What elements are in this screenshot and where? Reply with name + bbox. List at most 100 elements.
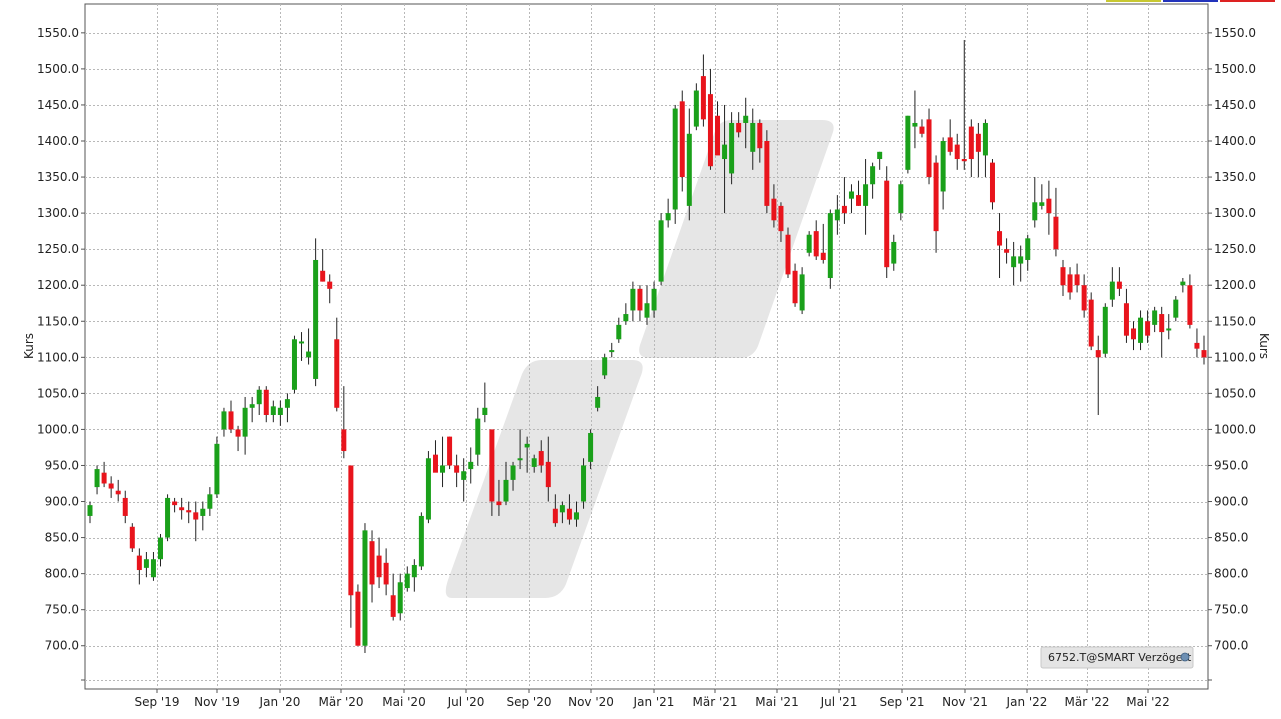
candle-body: [186, 510, 192, 513]
candle-body: [1060, 267, 1066, 286]
candle-body: [609, 350, 615, 353]
candle-body: [1011, 256, 1017, 268]
x-axis: Sep '19 Nov '19 Jan '20 Mär '20 Mai '20 Jul '…: [135, 689, 1170, 709]
candle-body: [1039, 202, 1045, 206]
y-tick-label: 1200.0: [1214, 278, 1256, 292]
candle-body: [524, 443, 530, 448]
y-axis-left: 700.0 750.0 800.0 850.0 900.0 950.0 1000.0 1050…: [37, 26, 85, 681]
candle-body: [165, 497, 171, 538]
candle-body: [1187, 285, 1193, 325]
y-tick-label: 1000.0: [1214, 422, 1256, 436]
candle-body: [510, 465, 516, 480]
candle-body: [454, 465, 460, 473]
y-tick-label: 1100.0: [37, 350, 79, 364]
candle-body: [827, 213, 833, 278]
candle-body: [327, 281, 333, 289]
y-axis-title-right: Kurs: [1257, 333, 1271, 359]
y-tick-label: 1350.0: [1214, 170, 1256, 184]
candle-body: [362, 530, 368, 646]
candle-body: [729, 122, 735, 174]
y-tick-label: 1400.0: [1214, 134, 1256, 148]
y-tick-label: 1250.0: [1214, 242, 1256, 256]
x-tick-label: Sep '19: [135, 695, 180, 709]
candle-body: [926, 119, 932, 178]
candle-body: [108, 483, 114, 489]
candle-body: [284, 399, 290, 408]
candle-body: [150, 559, 156, 578]
candle-body: [418, 515, 424, 567]
candle-body: [341, 429, 347, 452]
y-tick-label: 1500.0: [37, 62, 79, 76]
candle-body: [228, 411, 234, 430]
y-tick-label: 700.0: [45, 639, 79, 653]
candle-body: [270, 406, 276, 415]
candle-body: [566, 508, 572, 520]
candle-body: [785, 234, 791, 275]
x-tick-label: Mai '21: [755, 695, 798, 709]
candle-body: [1173, 299, 1179, 318]
y-tick-label: 950.0: [45, 458, 79, 472]
candle-body: [982, 122, 988, 156]
candle-body: [806, 234, 812, 253]
candle-body: [1046, 198, 1052, 214]
candle-body: [263, 389, 269, 415]
x-tick-label: Nov '21: [942, 695, 988, 709]
candle-body: [299, 341, 305, 344]
candle-body: [411, 564, 417, 578]
candle-body: [179, 507, 185, 511]
candle-body: [1123, 303, 1129, 336]
y-tick-label: 1300.0: [37, 206, 79, 220]
candle-body: [1004, 249, 1010, 253]
candle-body: [461, 471, 467, 480]
candle-body: [1095, 350, 1101, 358]
candle-body: [320, 270, 326, 282]
candle-body: [1088, 299, 1094, 347]
candle-body: [482, 407, 488, 415]
candle-body: [856, 195, 862, 206]
candle-body: [200, 508, 206, 516]
candle-body: [559, 505, 565, 513]
candle-body: [242, 407, 248, 437]
y-tick-label: 850.0: [1214, 531, 1248, 545]
candle-body: [538, 451, 544, 466]
candle-body: [221, 411, 227, 430]
candle-body: [750, 122, 756, 152]
y-tick-label: 750.0: [1214, 603, 1248, 617]
candle-body: [700, 76, 706, 120]
candle-body: [1152, 310, 1158, 325]
candle-body: [143, 559, 149, 568]
candle-body: [207, 494, 213, 509]
candle-body: [1201, 350, 1207, 358]
y-tick-label: 950.0: [1214, 458, 1248, 472]
candle-body: [658, 220, 664, 282]
candle-body: [87, 505, 93, 516]
y-tick-label: 1150.0: [1214, 314, 1256, 328]
y-tick-label: 1050.0: [1214, 386, 1256, 400]
candle-body: [503, 479, 509, 502]
candle-body: [172, 501, 178, 506]
candle-body: [1145, 321, 1151, 336]
x-tick-label: Mär '20: [318, 695, 363, 709]
candle-body: [651, 288, 657, 311]
x-tick-label: Mär '22: [1064, 695, 1109, 709]
candle-body: [1032, 202, 1038, 221]
y-tick-label: 1300.0: [1214, 206, 1256, 220]
candle-body: [757, 122, 763, 149]
x-tick-label: Mär '21: [692, 695, 737, 709]
y-tick-label: 850.0: [45, 531, 79, 545]
candle-body: [306, 351, 312, 358]
y-tick-label: 1250.0: [37, 242, 79, 256]
y-tick-label: 1550.0: [1214, 26, 1256, 40]
candle-body: [637, 288, 643, 311]
y-tick-label: 800.0: [45, 567, 79, 581]
candle-body: [884, 180, 890, 268]
legend-swatches[interactable]: [1106, 0, 1275, 2]
candle-body: [552, 508, 558, 524]
candle-body: [764, 141, 770, 206]
candle-body: [115, 490, 121, 495]
candle-body: [256, 389, 262, 405]
candle-body: [841, 205, 847, 214]
source-badge[interactable]: 6752.T@SMART Verzögert: [1040, 646, 1194, 669]
x-tick-label: Sep '20: [507, 695, 552, 709]
y-tick-label: 800.0: [1214, 567, 1248, 581]
